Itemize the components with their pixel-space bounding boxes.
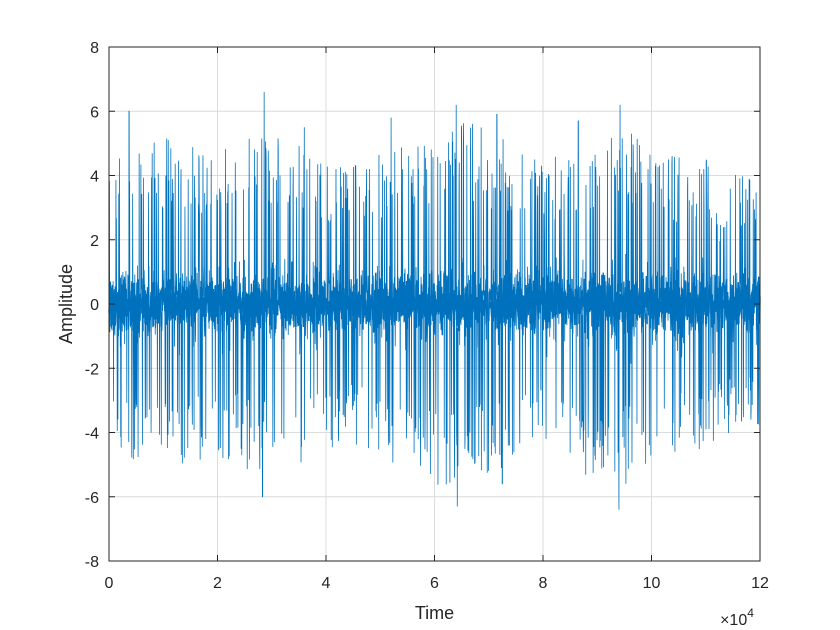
y-tick-label: 0 <box>90 297 99 314</box>
signal-line <box>108 91 761 510</box>
x-tick-label: 2 <box>213 575 222 592</box>
y-tick-label: -4 <box>85 426 99 443</box>
y-tick-label: 2 <box>90 233 99 250</box>
x-axis-exponent: ×104 <box>720 606 754 629</box>
x-axis-exponent-power: 4 <box>747 606 754 620</box>
signal-core <box>108 261 761 343</box>
x-axis-label: Time <box>415 603 454 623</box>
y-tick-label: 8 <box>90 40 99 57</box>
x-tick-label: 6 <box>430 575 439 592</box>
x-axis-exponent-base: ×10 <box>720 612 747 629</box>
y-tick-label: 4 <box>90 169 99 186</box>
y-axis-label: Amplitude <box>56 264 76 344</box>
x-tick-label: 0 <box>105 575 114 592</box>
y-tick-label: -2 <box>85 361 99 378</box>
x-tick-label: 8 <box>539 575 548 592</box>
x-tick-label: 12 <box>751 575 769 592</box>
y-tick-label: -8 <box>85 554 99 571</box>
y-tick-label: -6 <box>85 490 99 507</box>
signal-series <box>108 91 761 510</box>
x-tick-label: 4 <box>322 575 331 592</box>
y-tick-label: 6 <box>90 104 99 121</box>
x-tick-label: 10 <box>643 575 661 592</box>
ticks: 0 2 4 6 8 10 12 -8 -6 -4 -2 0 2 4 6 8 <box>85 40 769 592</box>
labels: Time Amplitude ×104 <box>56 264 754 629</box>
